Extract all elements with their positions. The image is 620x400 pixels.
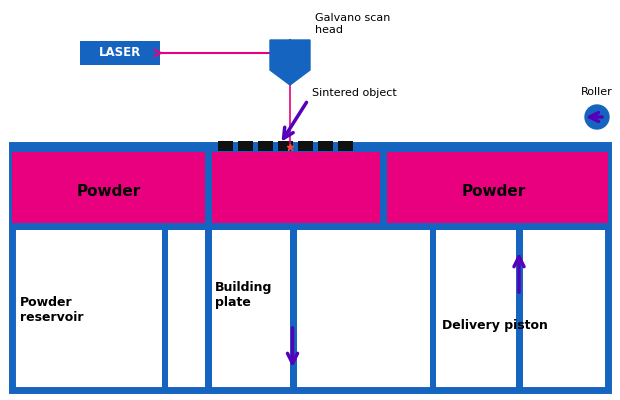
Text: Building
plate: Building plate xyxy=(215,281,272,309)
Bar xyxy=(258,141,273,151)
Bar xyxy=(12,152,205,230)
Bar xyxy=(380,152,608,230)
Text: Powder: Powder xyxy=(76,184,141,198)
Bar xyxy=(278,141,293,151)
Bar xyxy=(298,141,313,151)
Bar xyxy=(205,152,212,390)
Bar xyxy=(218,141,233,151)
Bar xyxy=(80,41,160,65)
Text: Roller: Roller xyxy=(581,87,613,97)
Bar xyxy=(205,152,380,230)
Polygon shape xyxy=(270,40,310,85)
Bar xyxy=(290,230,296,390)
Bar xyxy=(430,230,436,390)
Bar xyxy=(12,145,608,152)
Bar xyxy=(380,152,387,230)
Text: Powder
reservoir: Powder reservoir xyxy=(20,296,84,324)
Bar xyxy=(12,145,608,390)
Bar xyxy=(238,141,253,151)
Ellipse shape xyxy=(585,105,609,129)
Bar xyxy=(318,141,333,151)
Bar xyxy=(12,223,608,230)
Text: Delivery piston: Delivery piston xyxy=(442,318,548,332)
Text: Sintered object: Sintered object xyxy=(312,88,397,98)
Text: LASER: LASER xyxy=(99,46,141,60)
Text: Powder: Powder xyxy=(462,184,526,198)
Bar xyxy=(338,141,353,151)
Text: Galvano scan
head: Galvano scan head xyxy=(315,13,391,35)
Bar xyxy=(516,230,523,390)
Bar xyxy=(162,230,168,390)
